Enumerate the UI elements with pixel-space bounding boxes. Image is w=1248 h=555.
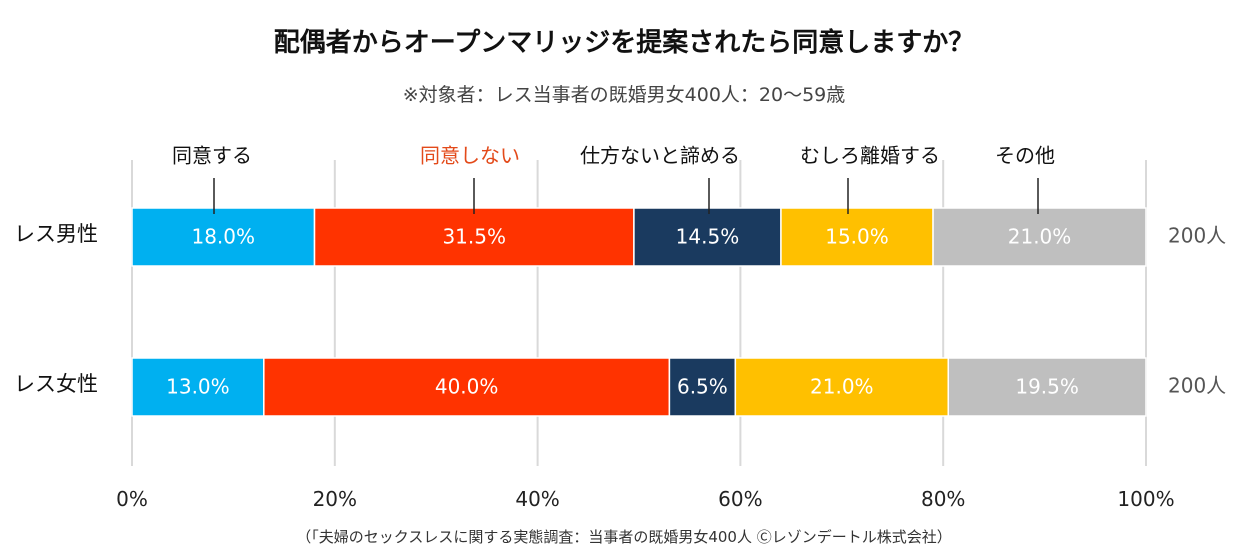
data-label: 21.0%	[1008, 225, 1072, 249]
data-label: 31.5%	[442, 225, 506, 249]
chart-subtitle: ※対象者：レス当事者の既婚男女400人：20〜59歳	[402, 84, 846, 106]
bar-segment	[131, 357, 265, 417]
data-label: 14.5%	[676, 225, 740, 249]
data-label: 40.0%	[435, 375, 499, 399]
bar-segment	[313, 207, 635, 267]
category-label: レス男性	[14, 222, 98, 246]
legend-label: 同意しない	[420, 144, 520, 168]
bar-segment	[263, 357, 671, 417]
x-tick-label: 40%	[515, 487, 559, 511]
x-tick-label: 80%	[921, 487, 965, 511]
chart-title: 配偶者からオープンマリッジを提案されたら同意しますか？	[273, 28, 975, 58]
respondent-count: 200人	[1168, 224, 1226, 248]
x-tick-label: 100%	[1117, 487, 1174, 511]
bar-segment	[734, 357, 950, 417]
bar-segment	[780, 207, 934, 267]
data-label: 18.0%	[191, 225, 255, 249]
legend-label: その他	[995, 144, 1055, 168]
x-tick-label: 0%	[116, 487, 148, 511]
data-label: 21.0%	[810, 375, 874, 399]
bar-segment	[131, 207, 316, 267]
bar-segment	[668, 357, 737, 417]
data-label: 19.5%	[1015, 375, 1079, 399]
legend-label: 仕方ないと諦める	[580, 144, 740, 168]
data-label: 15.0%	[825, 225, 889, 249]
bar-segment	[947, 357, 1147, 417]
source-note: （「夫婦のセックスレスに関する実態調査：当事者の既婚男女400人 Ⓒレゾンデート…	[296, 528, 952, 546]
respondent-count: 200人	[1168, 374, 1226, 398]
legend-label: むしろ離婚する	[800, 144, 940, 168]
x-tick-label: 60%	[718, 487, 762, 511]
data-label: 13.0%	[166, 375, 230, 399]
category-label: レス女性	[14, 372, 98, 396]
bar-segment	[932, 207, 1147, 267]
x-tick-label: 20%	[313, 487, 357, 511]
data-label: 6.5%	[677, 375, 728, 399]
legend-label: 同意する	[172, 144, 252, 168]
